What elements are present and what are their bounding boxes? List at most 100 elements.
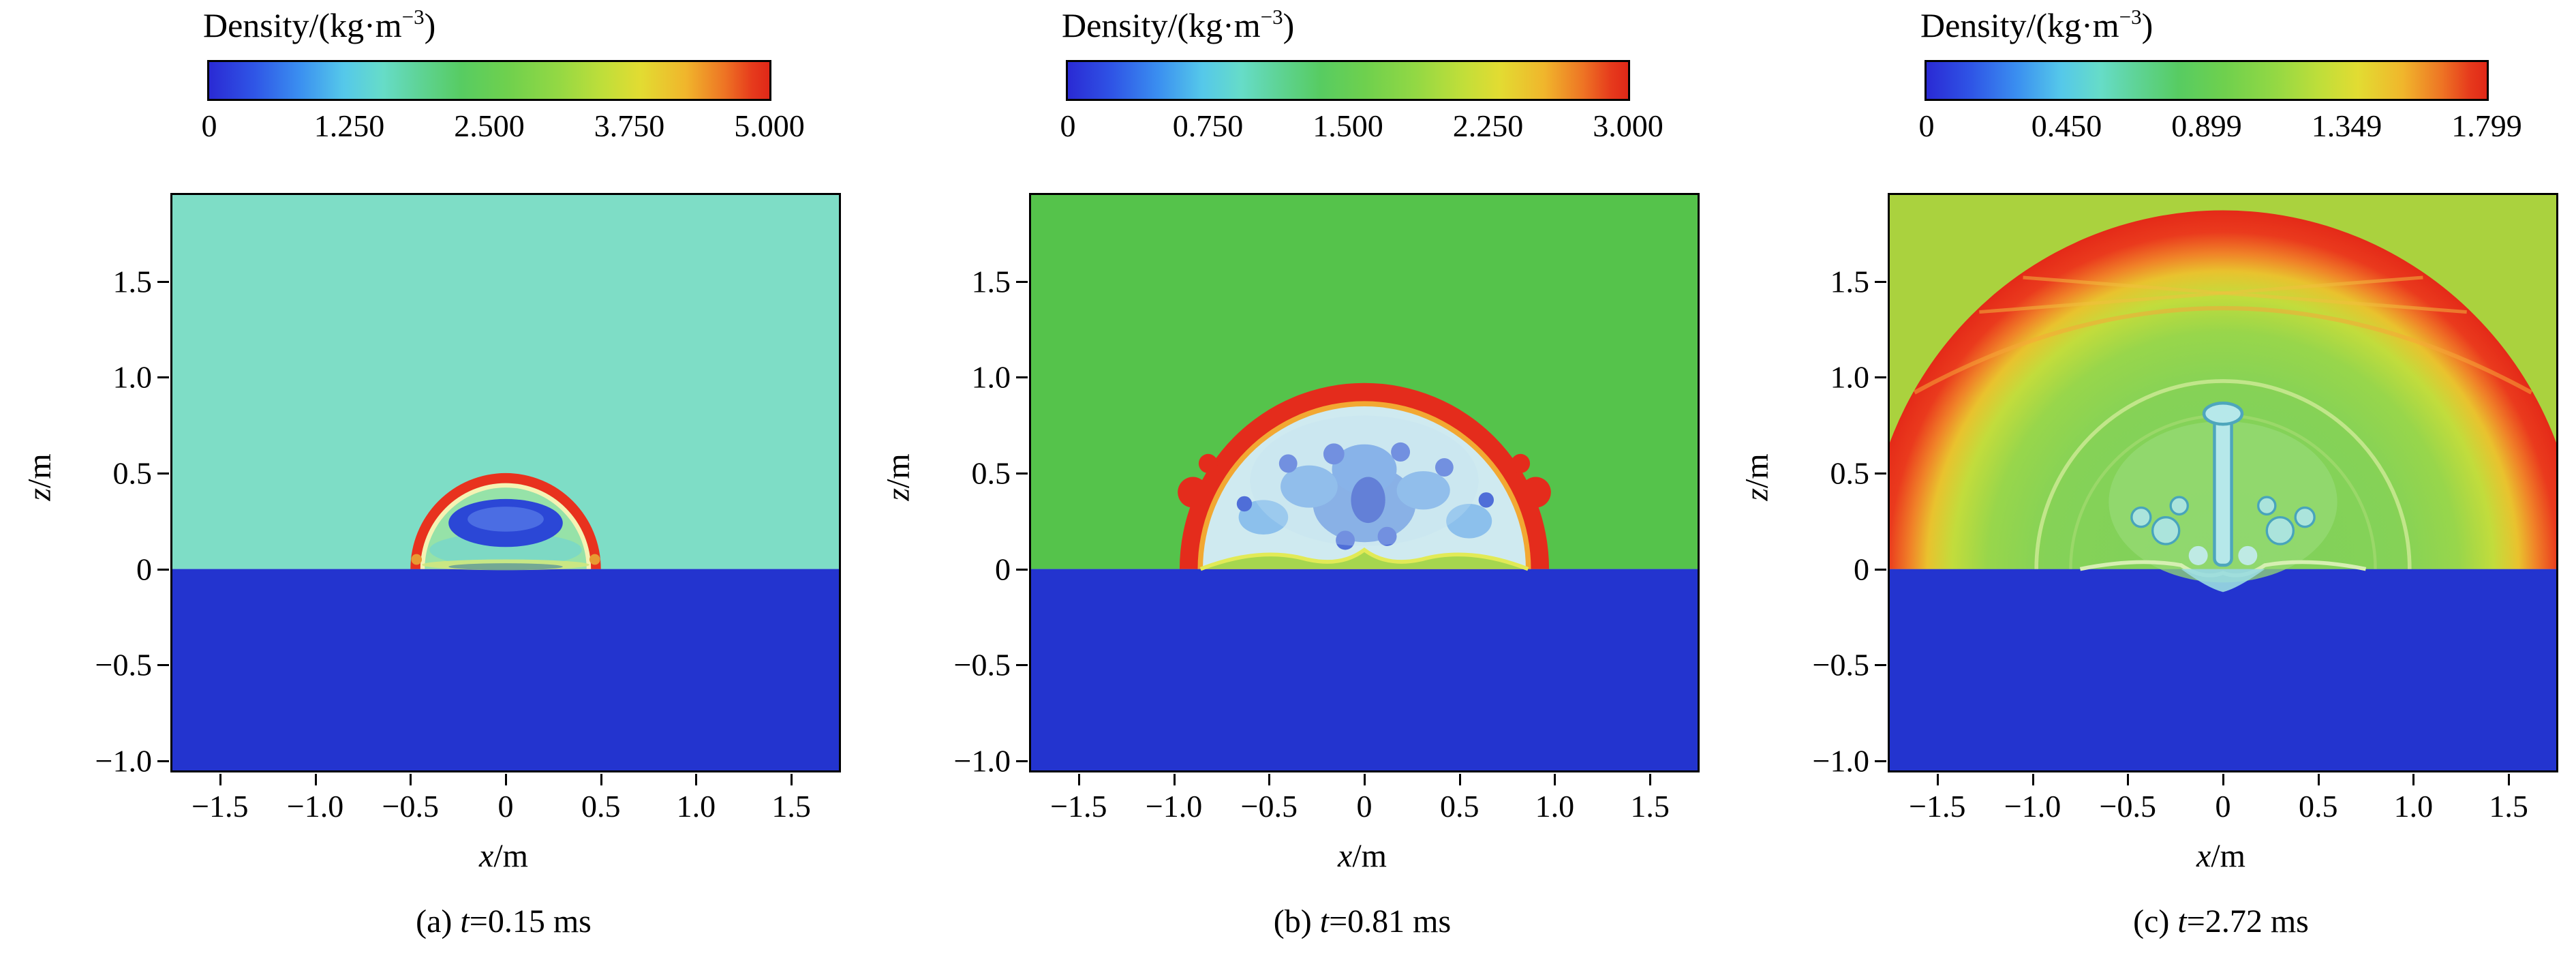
y-tick-label: 0.5 [971, 455, 1011, 491]
x-tick [1649, 774, 1652, 785]
plot-area-a: −1.5 −1.0 −0.5 0 0.5 1.0 1.5 1.5 1.0 0.5… [95, 193, 841, 824]
x-tick [1554, 774, 1557, 785]
plot-area-b: −1.5 −1.0 −0.5 0 0.5 1.0 1.5 1.5 1.0 0.5… [954, 193, 1700, 824]
x-tick [791, 774, 793, 785]
y-tick-label: −0.5 [1812, 647, 1869, 682]
y-tick [157, 760, 169, 762]
y-axis-label: z/m [21, 453, 58, 501]
x-tick-label: 0 [1356, 789, 1373, 824]
panel-a: Density/(kg·m−3) 0 1.250 2.500 3.750 5.0… [0, 0, 859, 962]
y-tick [1875, 760, 1886, 762]
x-tick [505, 774, 507, 785]
y-tick-label: 1.0 [1830, 359, 1870, 395]
colorbar-tick-label: 1.250 [313, 108, 385, 143]
base-contact-layer [1199, 547, 1529, 571]
x-tick-label: 1.5 [771, 789, 811, 824]
colorbar-tick-label: 1.799 [2451, 108, 2522, 143]
x-tick-label: 0 [497, 789, 514, 824]
x-tick-label: 1.5 [1630, 789, 1670, 824]
y-tick [1016, 472, 1028, 475]
colorbar-tick-label: 2.250 [1452, 108, 1524, 143]
colorbar-gradient [1066, 60, 1630, 101]
colorbar-tick-labels: 0 0.450 0.899 1.349 1.799 [1919, 108, 2522, 145]
y-tick [157, 376, 169, 379]
x-tick-label: −1.5 [1909, 789, 1966, 824]
y-tick-label: 0.5 [1830, 455, 1870, 491]
y-axis-label: z/m [1738, 453, 1775, 501]
y-tick [1875, 472, 1886, 475]
x-axis-label: x/m [2196, 838, 2245, 874]
x-tick [410, 774, 412, 785]
panel-caption: (a) t=0.15 ms [416, 903, 592, 940]
colorbar-title: Density/(kg·m−3) [1062, 5, 1295, 44]
colorbar-tick-label: 0 [1060, 108, 1076, 143]
colorbar-tick-label: 5.000 [734, 108, 805, 143]
x-tick-label: 1.5 [2489, 789, 2528, 824]
y-tick-label: 1.5 [1830, 264, 1870, 299]
colorbar-gradient [1925, 60, 2489, 101]
colorbar-tick-label: 0 [1918, 108, 1935, 143]
x-tick [2127, 774, 2130, 785]
x-tick [2031, 774, 2034, 785]
x-tick [314, 774, 317, 785]
y-tick-label: 0 [995, 552, 1011, 587]
x-tick-label: −1.5 [1050, 789, 1107, 824]
y-tick-label: 1.5 [112, 264, 153, 299]
colorbar-title: Density/(kg·m−3) [203, 5, 436, 44]
colorbar-tick-label: 2.500 [454, 108, 525, 143]
panel-b: Density/(kg·m−3) 0 0.750 1.500 2.250 3.0… [859, 0, 1717, 962]
x-tick [1077, 774, 1080, 785]
x-tick [2222, 774, 2224, 785]
x-axis-label: x/m [479, 838, 528, 874]
x-tick-label: 0.5 [581, 789, 621, 824]
y-tick-label: 0.5 [112, 455, 153, 491]
y-axis-label: z/m [880, 453, 917, 501]
x-tick [2508, 774, 2511, 785]
shock-front [1890, 210, 2556, 569]
panel-caption: (b) t=0.81 ms [1273, 903, 1452, 940]
x-tick [219, 774, 221, 785]
x-tick-label: −0.5 [1240, 789, 1298, 824]
turbulence-blobs [1236, 415, 1494, 550]
x-tick-label: 0 [2215, 789, 2231, 824]
x-tick [600, 774, 602, 785]
colorbar-tick-label: 0.899 [2171, 108, 2242, 143]
y-tick [157, 472, 169, 475]
x-tick-label: 1.0 [676, 789, 716, 824]
colorbar-title: Density/(kg·m−3) [1920, 5, 2153, 44]
x-tick [1458, 774, 1461, 785]
x-tick [1364, 774, 1366, 785]
density-field-a [172, 195, 839, 770]
x-tick-label: −0.5 [2099, 789, 2157, 824]
x-tick [2412, 774, 2415, 785]
x-tick [1173, 774, 1176, 785]
x-axis-label: x/m [1338, 838, 1387, 874]
y-tick-label: 1.0 [971, 359, 1011, 395]
x-tick-label: 1.0 [2393, 789, 2434, 824]
x-tick-label: −1.5 [191, 789, 249, 824]
secondary-wave-lines [1913, 275, 2533, 395]
density-field-b [1031, 195, 1698, 770]
panel-c: Density/(kg·m−3) 0 0.450 0.899 1.349 1.7… [1717, 0, 2576, 962]
colorbar-tick-label: 0 [201, 108, 217, 143]
colorbar-tick-labels: 0 1.250 2.500 3.750 5.000 [202, 108, 805, 145]
water-region [172, 569, 839, 770]
y-tick-label: 0 [1854, 552, 1869, 587]
x-tick [2317, 774, 2320, 785]
water-region [1031, 569, 1698, 770]
detonation-core-group [429, 498, 582, 567]
y-tick-label: 0 [136, 552, 152, 587]
shock-rim-bulges [1178, 453, 1551, 508]
y-tick [1875, 376, 1886, 379]
colorbar-gradient [207, 60, 771, 101]
y-tick-label: −1.0 [1812, 743, 1869, 779]
y-tick [1016, 664, 1028, 667]
y-tick [1016, 568, 1028, 571]
x-tick [695, 774, 698, 785]
y-tick-label: 1.0 [112, 359, 153, 395]
y-tick [157, 568, 169, 571]
x-tick [1936, 774, 1939, 785]
water-region [1890, 569, 2556, 770]
y-tick-label: −0.5 [953, 647, 1011, 682]
colorbar-tick-label: 1.349 [2311, 108, 2382, 143]
